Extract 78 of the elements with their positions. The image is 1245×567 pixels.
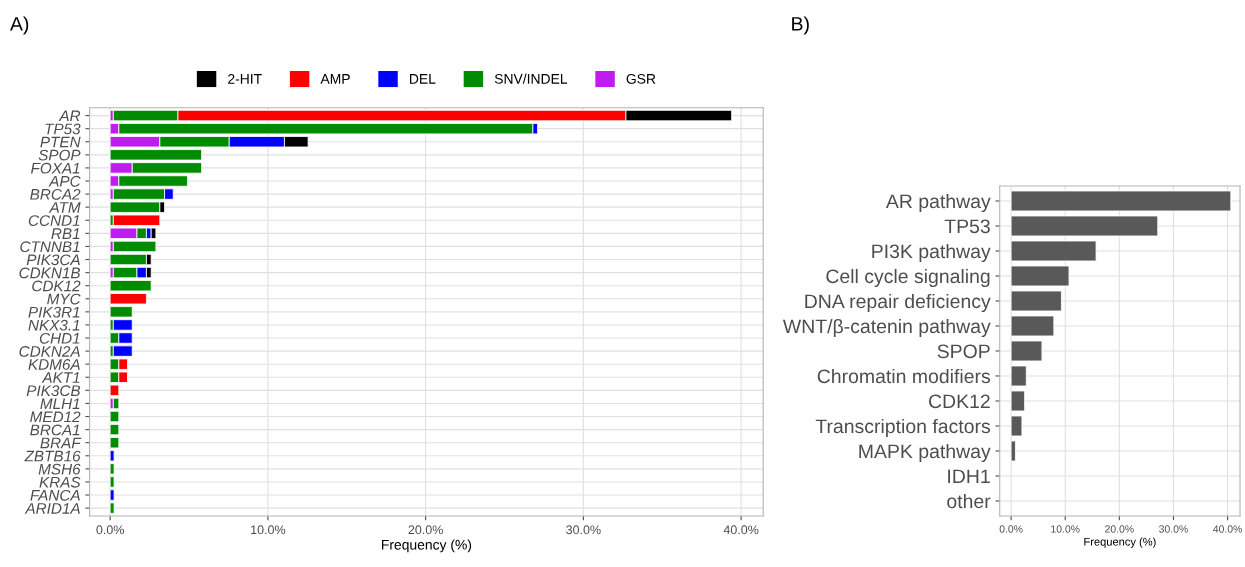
y-tick-label: NKX3.1 [28, 319, 80, 331]
y-tick-label: WNT/β-catenin pathway [782, 318, 991, 338]
y-tick-label: APC [48, 175, 81, 187]
y-tick-label: CHD1 [39, 332, 80, 344]
bar [1010, 365, 1027, 387]
x-axis-title: Frequency (%) [1084, 537, 1156, 548]
x-tick-label: 0.0% [96, 525, 124, 535]
y-tick-label: ARID1A [24, 503, 80, 514]
y-tick-label: CDKN2A [19, 345, 80, 357]
y-tick-label: ZBTB16 [24, 450, 81, 462]
bar [1010, 190, 1232, 212]
x-tick-label: 10.0% [251, 525, 286, 535]
y-tick-label: MLH1 [40, 398, 80, 409]
legend-label: DEL [410, 74, 436, 84]
x-axis-title: Frequency (%) [382, 539, 472, 553]
y-tick-label: CDK12 [32, 280, 81, 292]
y-tick-label: FANCA [30, 489, 80, 501]
bar [1010, 415, 1023, 437]
y-tick-label: SPOP [38, 149, 81, 161]
bar [1010, 390, 1026, 412]
y-tick-label: BRCA1 [30, 424, 80, 436]
chart-title: A) [10, 16, 29, 35]
bar [112, 397, 120, 410]
legend-label: 2-HIT [228, 73, 262, 84]
y-tick-label: Cell cycle signaling [826, 268, 990, 288]
x-tick-label: 30.0% [566, 525, 601, 535]
x-tick-label: 40.0% [1213, 525, 1242, 533]
y-tick-label: BRAF [40, 437, 82, 449]
text: B) [792, 16, 809, 35]
bar [1010, 240, 1097, 262]
y-tick-label: MED12 [30, 411, 81, 423]
y-tick-label: CCND1 [28, 215, 80, 226]
y-tick-label: CDKN1B [19, 267, 81, 279]
y-tick-label: PI3K pathway [872, 243, 991, 263]
y-tick-label: other [947, 493, 991, 509]
x-tick-label: 30.0% [1159, 525, 1188, 533]
y-tick-label: SPOP [937, 344, 990, 359]
bar [1010, 215, 1159, 237]
x-tick-label: 20.0% [1105, 525, 1134, 533]
y-tick-label: CTNNB1 [20, 241, 80, 253]
bar [1010, 315, 1055, 337]
legend-label: SNV/INDEL [494, 73, 568, 84]
y-tick-label: AR pathway [885, 193, 991, 213]
y-tick-label: IDH1 [948, 469, 990, 484]
y-tick-label: Chromatin modifiers [817, 368, 991, 384]
y-tick-label: PIK3R1 [28, 306, 80, 318]
y-tick-label: PIK3CA [26, 254, 80, 266]
y-tick-label: MYC [47, 293, 81, 305]
y-tick-label: CDK12 [929, 394, 990, 409]
y-tick-label: Transcription factors [815, 418, 991, 438]
bar [112, 240, 157, 253]
bar [1010, 265, 1070, 287]
x-tick-label: 40.0% [723, 525, 759, 535]
y-tick-label: ATM [48, 202, 81, 213]
y-tick-label: BRCA2 [30, 188, 81, 200]
y-tick-label: AR [58, 110, 81, 122]
legend-label: GSR [626, 73, 656, 84]
y-tick-label: KDM6A [28, 359, 80, 370]
bar [109, 410, 120, 423]
bar [1010, 290, 1062, 312]
bar [1010, 440, 1016, 462]
y-tick-label: TP53 [45, 123, 81, 135]
y-tick-label: MAPK pathway [859, 443, 991, 463]
legend-label: AMP [320, 74, 350, 84]
y-tick-label: MSH6 [38, 463, 81, 475]
y-tick-label: PIK3CB [26, 385, 81, 397]
y-tick-label: PTEN [40, 136, 81, 148]
y-tick-label: AKT1 [41, 372, 80, 383]
bar [109, 423, 120, 436]
x-tick-label: 0.0% [999, 525, 1023, 533]
y-tick-label: RB1 [51, 228, 80, 239]
x-tick-label: 20.0% [408, 525, 443, 535]
bar [1010, 340, 1043, 362]
y-tick-label: FOXA1 [30, 162, 80, 174]
y-tick-label: TP53 [944, 219, 990, 234]
y-tick-label: DNA repair deficiency [805, 293, 991, 313]
y-tick-label: KRAS [39, 476, 81, 488]
x-tick-label: 10.0% [1051, 525, 1080, 533]
